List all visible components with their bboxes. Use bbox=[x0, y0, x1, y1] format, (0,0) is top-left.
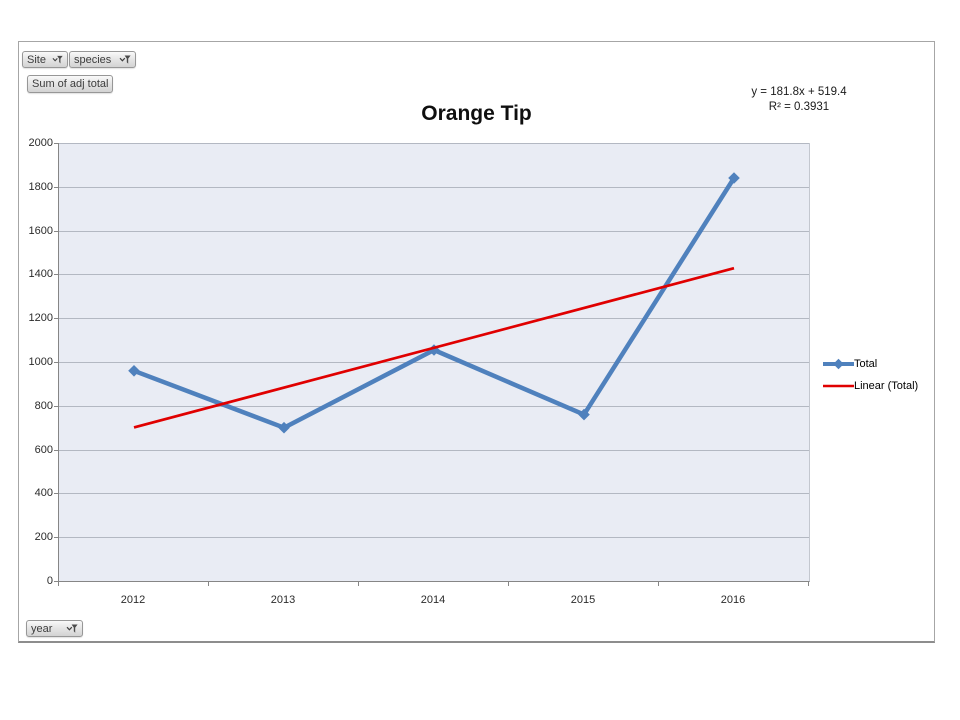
plot-area bbox=[58, 143, 810, 582]
y-axis-tick-label: 1600 bbox=[28, 224, 53, 237]
series-plot-svg bbox=[59, 143, 809, 538]
pivot-field-site-button[interactable]: Site bbox=[22, 51, 68, 68]
x-axis-tick bbox=[358, 582, 359, 586]
pivot-field-year-button[interactable]: year bbox=[26, 620, 83, 637]
pivot-field-values-label: Sum of adj total bbox=[32, 78, 109, 90]
y-axis-tick bbox=[54, 318, 58, 320]
pivot-field-year-label: year bbox=[31, 622, 53, 635]
y-axis-tick-label: 0 bbox=[46, 575, 53, 587]
y-axis-tick-label: 2000 bbox=[28, 137, 53, 149]
y-axis-tick-label: 800 bbox=[34, 399, 53, 412]
legend-line-marker-sample bbox=[823, 358, 854, 370]
y-axis-tick bbox=[54, 449, 58, 451]
x-axis-tick bbox=[58, 582, 59, 586]
filter-dropdown-icon bbox=[52, 55, 63, 63]
y-axis-tick bbox=[54, 186, 58, 188]
y-axis-tick bbox=[54, 143, 58, 144]
y-axis-tick-label: 1000 bbox=[28, 356, 53, 368]
trendline-equation: y = 181.8x + 519.4 bbox=[751, 86, 847, 98]
y-axis-tick bbox=[54, 274, 58, 276]
x-axis-tick-label: 2012 bbox=[120, 594, 146, 606]
y-axis-tick bbox=[54, 493, 58, 495]
y-axis-tick bbox=[54, 362, 58, 363]
y-axis-tick-label: 600 bbox=[34, 443, 53, 456]
legend-item-total[interactable]: Total bbox=[823, 356, 877, 372]
trendline-r-squared: R² = 0.3931 bbox=[768, 101, 830, 113]
y-axis-tick bbox=[54, 230, 58, 232]
filter-dropdown-icon bbox=[66, 624, 78, 633]
chart-title: Orange Tip bbox=[421, 102, 532, 125]
pivot-field-species-label: species bbox=[74, 53, 112, 66]
x-axis-tick-label: 2015 bbox=[570, 594, 596, 606]
filter-dropdown-icon bbox=[119, 55, 131, 64]
y-axis-tick-label: 1200 bbox=[28, 312, 53, 325]
pivot-field-site-label: Site bbox=[27, 53, 46, 66]
x-axis-tick-label: 2016 bbox=[720, 594, 746, 606]
y-axis-tick bbox=[54, 537, 58, 539]
x-axis-tick-label: 2014 bbox=[420, 594, 446, 606]
legend-label: Total bbox=[854, 358, 878, 370]
y-axis-tick-label: 400 bbox=[34, 487, 53, 500]
legend-line-sample bbox=[823, 384, 854, 388]
y-axis-tick-label: 1400 bbox=[28, 268, 53, 281]
y-axis-tick bbox=[54, 581, 58, 582]
x-axis-tick-label: 2013 bbox=[270, 594, 296, 606]
y-axis-tick-label: 1800 bbox=[28, 180, 53, 193]
legend-label: Linear (Total) bbox=[854, 380, 919, 392]
y-axis-tick-label: 200 bbox=[34, 531, 53, 544]
pivot-field-values-button[interactable]: Sum of adj total bbox=[27, 75, 114, 93]
pivot-chart: Site species Sum of adj total Orange Tip… bbox=[18, 41, 935, 643]
y-axis-tick bbox=[54, 405, 58, 407]
trendline-annotation: y = 181.8x + 519.4 R² = 0.3931 bbox=[699, 85, 899, 115]
x-axis-tick bbox=[658, 582, 659, 586]
x-axis-tick bbox=[508, 582, 509, 586]
pivot-field-species-button[interactable]: species bbox=[69, 51, 136, 68]
x-axis-tick bbox=[808, 582, 809, 586]
x-axis-tick bbox=[208, 582, 209, 586]
legend-item-linear-total[interactable]: Linear (Total) bbox=[823, 378, 918, 394]
